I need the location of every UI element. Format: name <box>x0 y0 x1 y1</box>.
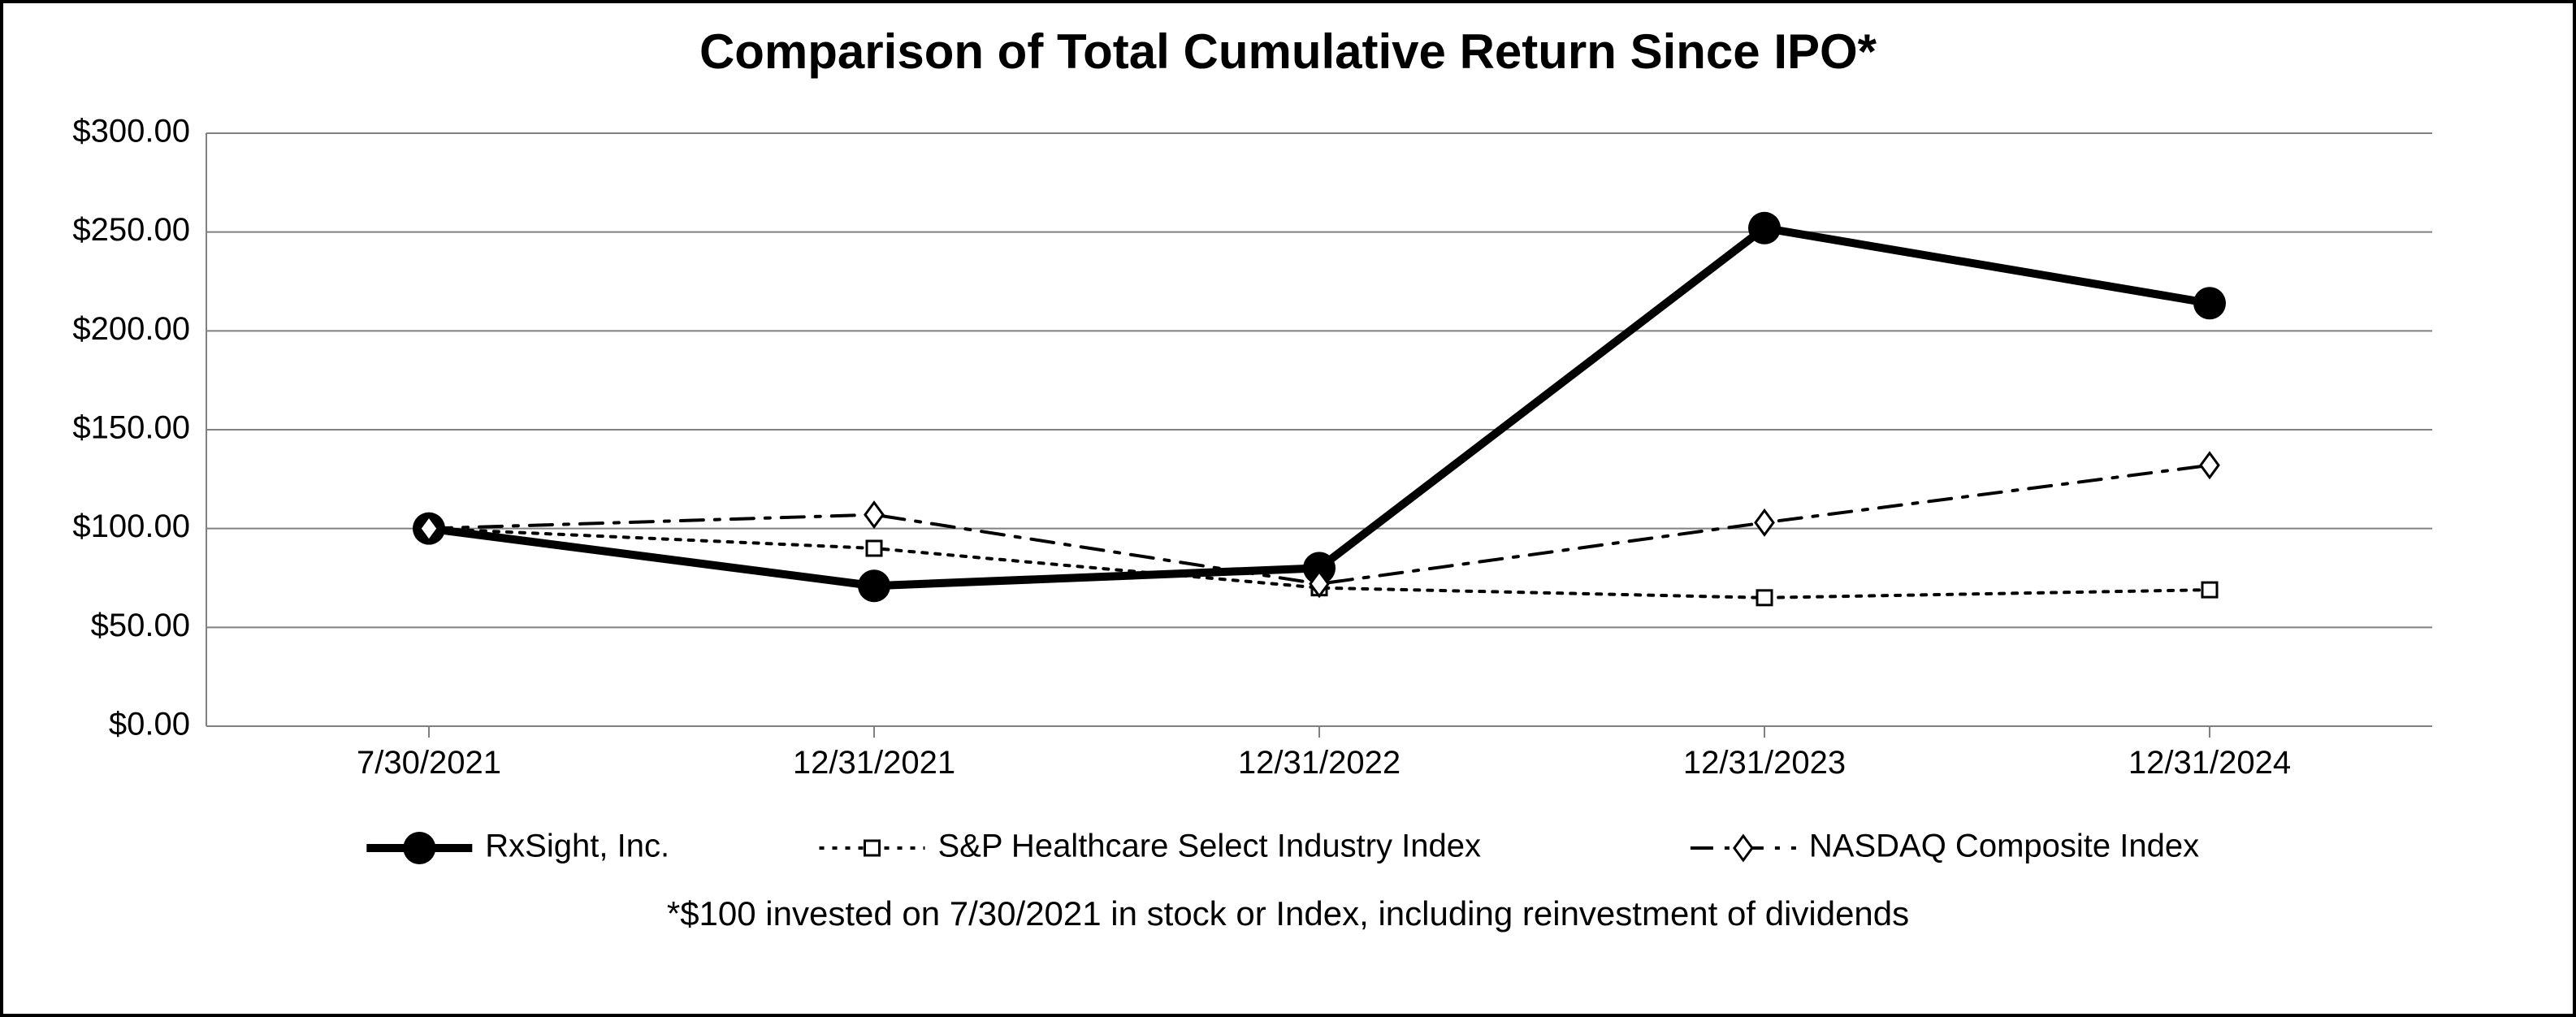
x-tick-label: 12/31/2021 <box>793 745 955 781</box>
y-tick-label: $0.00 <box>109 707 190 742</box>
series-line <box>429 228 2210 586</box>
legend-label: NASDAQ Composite Index <box>1809 829 2199 864</box>
x-tick-label: 7/30/2021 <box>357 745 501 781</box>
return-comparison-chart: $0.00 $50.00 $100.00 $150.00 $200.00 $250.00 $… <box>3 3 2573 1014</box>
x-tick-label: 12/31/2023 <box>1683 745 1846 781</box>
legend-label: RxSight, Inc. <box>485 829 669 864</box>
legend: RxSight, Inc. S&P Healthcare Select Indus… <box>366 829 2199 864</box>
x-tick-label: 12/31/2022 <box>1238 745 1401 781</box>
chart-container: $0.00 $50.00 $100.00 $150.00 $200.00 $250.00 $… <box>0 0 2576 1017</box>
x-tick-label: 12/31/2024 <box>2128 745 2291 781</box>
y-tick-label: $300.00 <box>72 114 190 149</box>
y-tick-label: $200.00 <box>72 311 190 347</box>
legend-label: S&P Healthcare Select Industry Index <box>938 829 1482 864</box>
y-tick-label: $150.00 <box>72 410 190 446</box>
y-tick-label: $250.00 <box>72 212 190 248</box>
y-tick-label: $50.00 <box>91 608 190 643</box>
chart-footnote: *$100 invested on 7/30/2021 in stock or … <box>667 894 1909 933</box>
chart-title: Comparison of Total Cumulative Return Si… <box>699 24 1877 79</box>
y-tick-label: $100.00 <box>72 508 190 544</box>
